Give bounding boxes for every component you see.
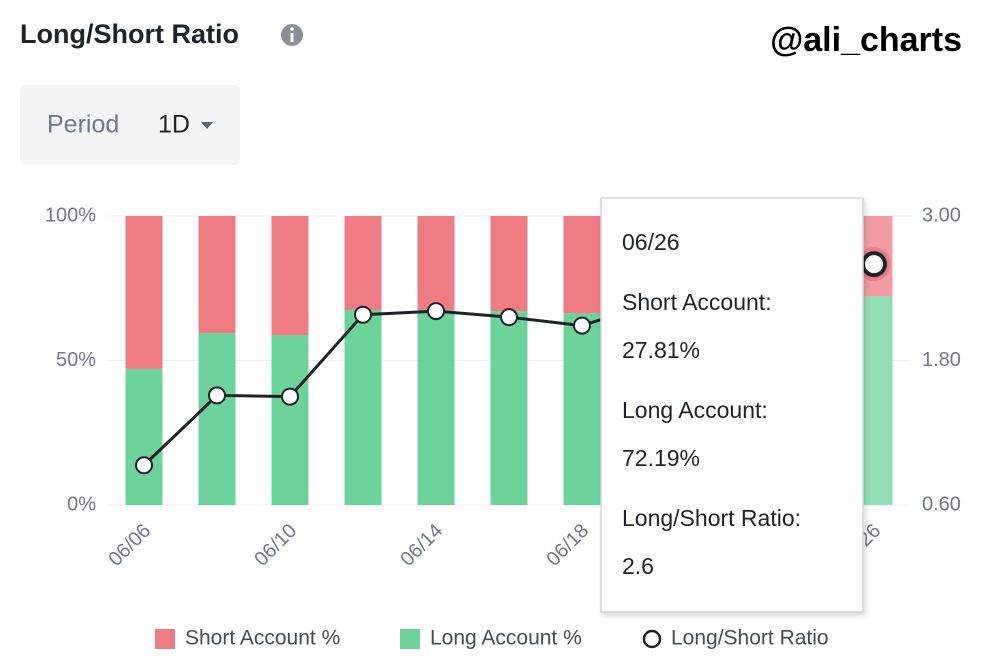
y2-tick-label: 1.80	[922, 349, 961, 371]
bar	[563, 216, 601, 314]
marker	[573, 316, 591, 335]
info-icon[interactable]	[281, 24, 303, 46]
legend-swatch	[155, 629, 175, 649]
marker	[281, 387, 299, 406]
watermark: @ali_charts	[770, 21, 962, 59]
bar	[271, 335, 309, 505]
y-tick-label: 100%	[45, 204, 96, 226]
tooltip: 06/26 Short Account: 27.81% Long Account…	[600, 197, 864, 613]
bar	[344, 216, 382, 310]
legend-label: Short Account %	[185, 627, 340, 650]
marker	[135, 456, 153, 475]
bar	[417, 309, 455, 505]
tooltip-label: Long Account:	[622, 397, 768, 423]
bar	[198, 216, 236, 334]
bar	[198, 333, 236, 505]
marker	[861, 251, 887, 278]
bar	[563, 313, 601, 505]
legend-label: Long/Short Ratio	[671, 627, 829, 650]
legend-swatch	[642, 629, 662, 649]
x-tick-label: 06/10	[250, 520, 301, 571]
bar	[271, 216, 309, 336]
bar	[490, 311, 528, 505]
legend-label: Long Account %	[430, 627, 582, 650]
tooltip-date: 06/26	[622, 229, 680, 255]
tooltip-label: Long/Short Ratio:	[622, 505, 801, 531]
bar	[417, 216, 455, 310]
x-tick-label: 06/14	[396, 520, 447, 571]
marker	[500, 308, 518, 327]
tooltip-value: 2.6	[622, 553, 654, 579]
y2-tick-label: 0.60	[922, 493, 961, 515]
period-label: Period	[47, 111, 119, 139]
y-tick-label: 50%	[56, 349, 96, 371]
tooltip-value: 72.19%	[622, 445, 700, 471]
x-tick-label: 06/06	[104, 520, 155, 571]
tooltip-label: Short Account:	[622, 289, 772, 315]
y2-tick-label: 3.00	[922, 204, 961, 226]
bar	[125, 216, 163, 369]
period-selector[interactable]: Period 1D	[20, 85, 240, 165]
legend: Short Account % Long Account % Long/Short …	[155, 627, 829, 650]
bar	[125, 368, 163, 505]
bar	[490, 216, 528, 312]
bar	[344, 309, 382, 505]
y-tick-label: 0%	[67, 493, 96, 515]
x-tick-label: 06/18	[542, 520, 593, 571]
period-value: 1D	[158, 111, 190, 139]
marker	[354, 305, 372, 324]
tooltip-value: 27.81%	[622, 337, 700, 363]
legend-swatch	[400, 629, 420, 649]
marker	[208, 386, 226, 405]
chart-title: Long/Short Ratio	[20, 19, 239, 49]
marker	[427, 302, 445, 321]
